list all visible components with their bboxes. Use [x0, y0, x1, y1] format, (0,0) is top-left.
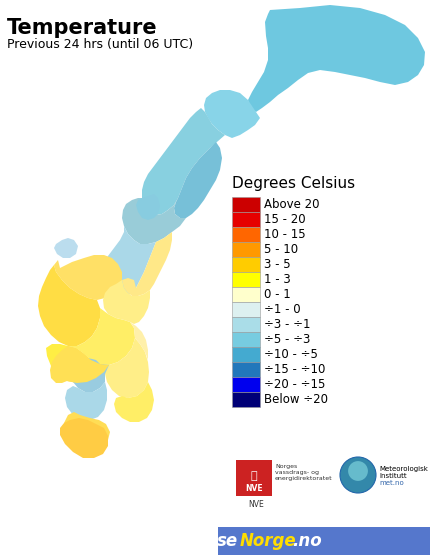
Text: 1 - 3: 1 - 3: [264, 273, 290, 286]
Bar: [231, 392, 259, 407]
Polygon shape: [64, 412, 110, 448]
Text: ÷1 - 0: ÷1 - 0: [264, 303, 300, 316]
Bar: [231, 257, 259, 272]
Polygon shape: [105, 338, 149, 398]
Text: 👑: 👑: [250, 471, 257, 481]
Bar: [231, 287, 259, 302]
Text: 10 - 15: 10 - 15: [264, 228, 305, 241]
Bar: [236, 460, 271, 496]
Text: Institutt: Institutt: [378, 473, 405, 479]
Polygon shape: [60, 418, 108, 458]
Text: .no: .no: [291, 532, 321, 550]
Text: ÷20 - ÷15: ÷20 - ÷15: [264, 378, 325, 391]
Bar: [231, 227, 259, 242]
Polygon shape: [247, 5, 424, 112]
Text: 3 - 5: 3 - 5: [264, 258, 290, 271]
Bar: [231, 272, 259, 287]
Circle shape: [347, 461, 367, 481]
Text: Norges: Norges: [274, 464, 297, 469]
Text: 5 - 10: 5 - 10: [264, 243, 298, 256]
Polygon shape: [122, 198, 186, 244]
Polygon shape: [54, 238, 78, 258]
Text: NVE: NVE: [248, 500, 263, 509]
Text: met.no: met.no: [378, 480, 403, 486]
Polygon shape: [103, 280, 150, 324]
Text: Norge: Norge: [240, 532, 296, 550]
Polygon shape: [136, 194, 160, 220]
Text: Below ÷20: Below ÷20: [264, 393, 327, 406]
Text: ÷3 - ÷1: ÷3 - ÷1: [264, 318, 310, 331]
Bar: [231, 347, 259, 362]
Bar: [231, 377, 259, 392]
Polygon shape: [50, 346, 109, 383]
Polygon shape: [114, 382, 154, 422]
Polygon shape: [141, 108, 224, 215]
Polygon shape: [130, 322, 147, 360]
Polygon shape: [101, 226, 156, 298]
Text: vassdrags- og: vassdrags- og: [274, 470, 318, 475]
Text: energidirektoratet: energidirektoratet: [274, 476, 332, 481]
Text: Above 20: Above 20: [264, 198, 319, 211]
Polygon shape: [122, 232, 172, 296]
Bar: [231, 302, 259, 317]
Bar: [218, 527, 430, 555]
Circle shape: [339, 457, 375, 493]
Text: Degrees Celsius: Degrees Celsius: [231, 176, 354, 191]
Polygon shape: [46, 344, 109, 383]
Polygon shape: [68, 308, 135, 365]
Polygon shape: [65, 382, 107, 420]
Polygon shape: [54, 255, 122, 300]
Text: NVE: NVE: [245, 484, 262, 493]
Text: Meteorologisk: Meteorologisk: [378, 466, 427, 472]
Bar: [231, 242, 259, 257]
Bar: [231, 317, 259, 332]
Text: 15 - 20: 15 - 20: [264, 213, 305, 226]
Bar: [231, 197, 259, 212]
Text: ÷5 - ÷3: ÷5 - ÷3: [264, 333, 310, 346]
Polygon shape: [72, 358, 109, 392]
Bar: [231, 362, 259, 377]
Text: ÷10 - ÷5: ÷10 - ÷5: [264, 348, 317, 361]
Bar: [231, 332, 259, 347]
Text: 0 - 1: 0 - 1: [264, 288, 290, 301]
Bar: [231, 212, 259, 227]
Polygon shape: [203, 90, 259, 138]
Text: Previous 24 hrs (until 06 UTC): Previous 24 hrs (until 06 UTC): [7, 38, 193, 51]
Text: Temperature: Temperature: [7, 18, 157, 38]
Text: ÷15 - ÷10: ÷15 - ÷10: [264, 363, 325, 376]
Text: se: se: [216, 532, 237, 550]
Polygon shape: [174, 142, 221, 218]
Polygon shape: [38, 265, 100, 346]
